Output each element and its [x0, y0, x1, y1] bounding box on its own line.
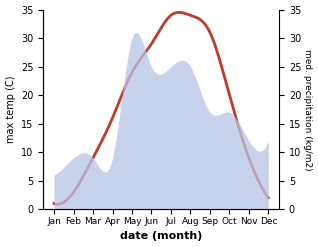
- X-axis label: date (month): date (month): [120, 231, 203, 242]
- Y-axis label: max temp (C): max temp (C): [5, 76, 16, 143]
- Y-axis label: med. precipitation (kg/m2): med. precipitation (kg/m2): [303, 49, 313, 170]
